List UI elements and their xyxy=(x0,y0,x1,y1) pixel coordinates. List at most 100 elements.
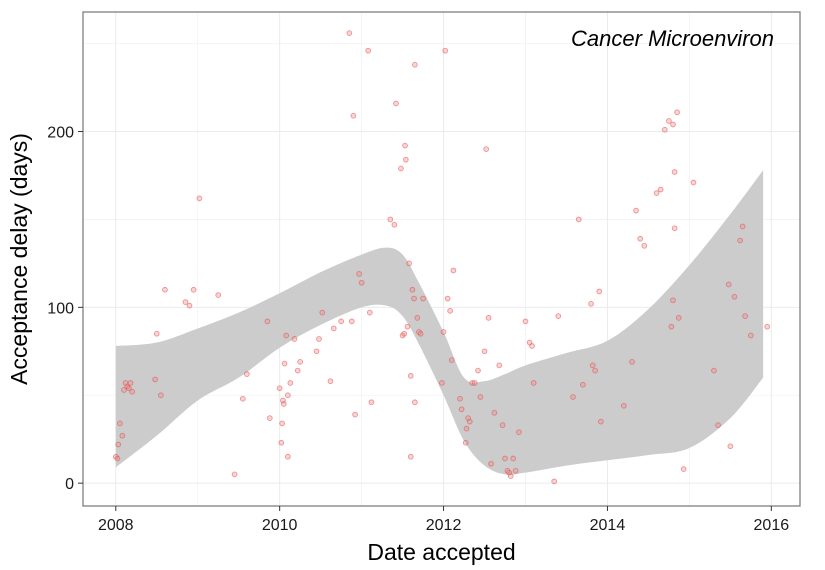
data-point xyxy=(327,378,334,385)
data-point xyxy=(121,387,127,393)
x-tick-label: 2010 xyxy=(262,517,298,534)
data-point xyxy=(409,286,416,293)
data-point xyxy=(316,336,322,342)
data-point xyxy=(747,332,754,339)
data-point xyxy=(516,429,522,436)
data-point xyxy=(152,376,158,383)
data-point xyxy=(348,318,355,325)
data-point xyxy=(407,373,414,379)
data-point xyxy=(764,323,771,330)
data-point xyxy=(657,186,664,193)
data-point xyxy=(674,109,680,116)
data-point xyxy=(477,394,484,400)
data-point xyxy=(471,380,478,386)
journal-annotation: Cancer Microenviron xyxy=(571,26,774,51)
data-point xyxy=(276,385,283,392)
data-point xyxy=(387,216,394,223)
data-point xyxy=(466,418,473,425)
data-point xyxy=(458,406,465,413)
y-tick-label: 0 xyxy=(65,476,74,493)
data-point xyxy=(711,367,717,374)
axes: 2008 2010 2012 2014 2016 0 100 200 xyxy=(47,125,789,534)
data-point xyxy=(570,394,576,400)
data-point xyxy=(485,315,492,321)
data-point xyxy=(462,439,469,446)
data-point xyxy=(488,460,494,467)
data-point xyxy=(366,309,373,316)
data-point xyxy=(666,118,672,124)
data-point xyxy=(450,267,457,274)
data-point xyxy=(398,165,404,172)
data-point xyxy=(411,295,417,302)
data-point xyxy=(440,329,447,335)
data-point xyxy=(338,318,344,325)
data-point xyxy=(731,293,738,300)
data-point xyxy=(661,126,668,133)
data-point xyxy=(670,121,676,128)
data-point xyxy=(680,466,687,472)
data-point xyxy=(512,467,519,474)
data-point xyxy=(412,399,418,406)
data-point xyxy=(580,381,586,388)
data-point xyxy=(444,295,451,302)
data-point xyxy=(278,439,285,446)
data-point xyxy=(403,156,409,163)
data-point xyxy=(407,453,414,460)
data-point xyxy=(285,453,291,460)
data-point xyxy=(589,362,596,369)
data-point xyxy=(742,313,748,319)
data-point xyxy=(127,380,134,386)
data-point xyxy=(401,330,408,337)
data-point xyxy=(727,443,734,450)
data-point xyxy=(406,260,412,267)
data-point xyxy=(417,330,424,337)
data-point xyxy=(346,30,353,36)
data-point xyxy=(529,343,535,349)
data-point xyxy=(670,297,676,304)
data-point xyxy=(368,399,375,406)
data-point xyxy=(186,302,193,309)
data-point xyxy=(281,360,288,367)
y-tick-label: 100 xyxy=(47,300,74,317)
data-point xyxy=(522,318,529,325)
y-axis-title: Acceptance delay (days) xyxy=(6,133,32,385)
data-point xyxy=(633,207,639,214)
data-point xyxy=(463,425,470,432)
data-point xyxy=(115,441,122,448)
data-point xyxy=(117,420,123,427)
data-point xyxy=(126,385,132,392)
data-point xyxy=(215,292,222,298)
data-point xyxy=(153,330,160,337)
data-point xyxy=(641,242,648,249)
data-point xyxy=(231,471,238,478)
data-point xyxy=(475,367,481,374)
data-point xyxy=(279,420,285,427)
data-point xyxy=(739,223,746,230)
data-point xyxy=(157,392,164,399)
data-point xyxy=(414,315,421,321)
data-point xyxy=(737,237,744,244)
data-point xyxy=(412,61,418,68)
data-point xyxy=(239,395,246,402)
data-point xyxy=(356,271,362,277)
data-point xyxy=(588,300,594,307)
data-point xyxy=(294,367,301,374)
y-tick-label: 200 xyxy=(47,125,74,142)
data-point xyxy=(620,402,627,409)
data-point xyxy=(264,318,271,325)
data-point xyxy=(350,112,357,119)
data-point xyxy=(671,169,678,175)
data-points xyxy=(112,30,771,485)
data-point xyxy=(190,286,197,293)
data-point xyxy=(457,395,463,402)
data-point xyxy=(285,392,291,399)
data-point xyxy=(297,358,303,365)
data-point xyxy=(690,179,697,186)
data-point xyxy=(598,418,604,425)
data-point xyxy=(499,422,506,428)
data-point xyxy=(481,348,488,355)
x-axis-title: Date accepted xyxy=(367,539,515,565)
data-point xyxy=(596,288,603,295)
data-point xyxy=(280,401,287,407)
